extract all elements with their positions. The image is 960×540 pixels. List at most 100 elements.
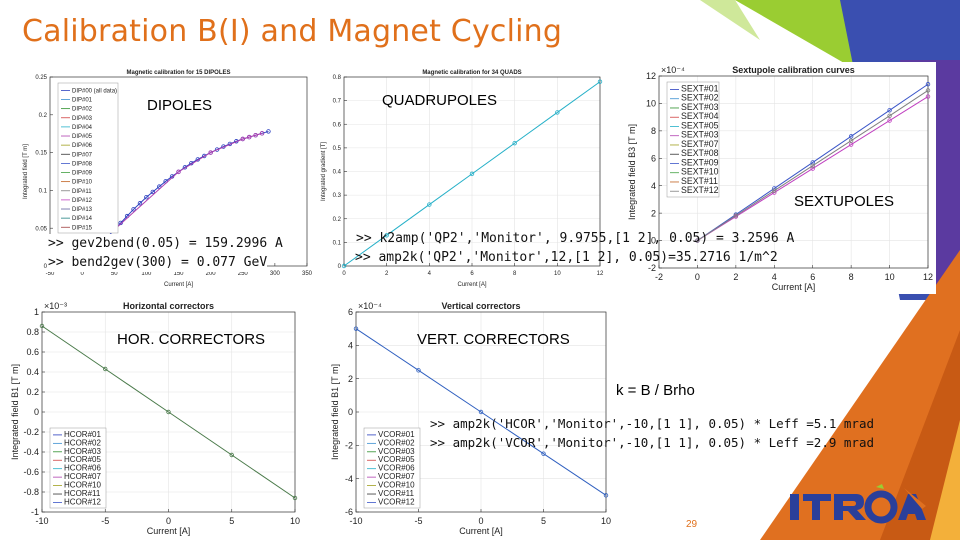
quadrupoles-xtick-label: 2 — [385, 271, 389, 277]
hor_correctors-legend-entry: HCOR#05 — [64, 455, 102, 464]
vert_correctors-xtick-label: 5 — [541, 516, 546, 526]
iftdma-logo — [790, 484, 926, 524]
dipole-code-line-1: >> gev2bend(0.05) = 159.2996 A — [48, 234, 283, 253]
dipoles-data-point — [131, 207, 136, 212]
hor_correctors-legend-entry: HCOR#11 — [64, 489, 101, 498]
dipoles-legend-box — [57, 82, 119, 234]
dipoles-ytick-label: 0 — [44, 264, 48, 270]
vert_correctors-legend-entry: VCOR#10 — [378, 481, 415, 490]
hor_correctors-xtick-label: -10 — [35, 516, 48, 526]
dipoles-data-point — [137, 201, 143, 206]
vert_correctors-data-point — [541, 451, 546, 456]
sextupoles-xtick-label: 0 — [695, 272, 700, 282]
dipoles-ytick-label: 0.05 — [35, 226, 47, 232]
quadrupoles-label: QUADRUPOLES — [382, 92, 498, 109]
sextupoles-series-line — [697, 89, 929, 241]
hor_correctors-ytick-label: 0.4 — [26, 367, 39, 377]
hor_correctors-legend-box — [49, 427, 107, 509]
sextupoles-xtick-label: 6 — [810, 272, 815, 282]
sextupoles-legend-entry: SEXT#02 — [681, 93, 719, 103]
hor_correctors-data-point — [229, 452, 234, 458]
hor_correctors-ytick-label: 0.6 — [26, 347, 39, 357]
sextupoles-ytick-label: 2 — [651, 208, 656, 218]
quadrupoles-xtick-label: 12 — [597, 271, 604, 277]
vert_correctors-ytick-label: -4 — [345, 474, 353, 484]
quadrupoles-data-point — [597, 79, 603, 84]
sextupoles-xtick-label: 2 — [733, 272, 738, 282]
page-number: 29 — [686, 519, 698, 530]
dipoles-series-line — [113, 132, 263, 231]
dipoles-data-point — [208, 150, 213, 155]
sextupoles-legend-entry: SEXT#07 — [681, 139, 719, 149]
hor_correctors-legend-entry: HCOR#01 — [64, 430, 102, 439]
quadrupoles-series-line — [343, 81, 601, 267]
hor_correctors-data-point — [292, 495, 298, 501]
sextupoles-legend-entry: SEXT#09 — [681, 157, 719, 167]
sextupoles-data-point — [772, 188, 777, 193]
dipoles-xtick-label: 350 — [302, 271, 313, 277]
quadrupoles-data-point — [512, 140, 517, 146]
dipoles-ytick-label: 0.25 — [35, 75, 47, 81]
vert-correctors-label: VERT. CORRECTORS — [417, 331, 570, 348]
sextupoles-legend-entry: SEXT#08 — [681, 148, 719, 158]
vert_correctors-legend-entry: VCOR#12 — [378, 497, 415, 506]
k-formula: k = B / Brho — [616, 382, 695, 399]
quadrupoles-data-point — [427, 202, 432, 207]
sextupoles-legend-entry: SEXT#03 — [681, 130, 719, 140]
vert_correctors-svg: -10 -5 0 5 10 -6 -4 -2 0 2 4 6 Vertical correctors Cu… — [330, 301, 611, 536]
hor_correctors-xtick-label: 5 — [229, 516, 234, 526]
sextupoles-data-point — [810, 166, 815, 171]
sextupoles-ytick-label: 0 — [651, 236, 656, 246]
quadrupoles-xtick-label: 8 — [513, 271, 517, 277]
sextupoles-svg: -2 0 2 4 6 8 10 12 -2 0 2 4 6 8 10 12 Sextupole calibrat… — [627, 65, 933, 292]
dipoles-xlabel: Current [A] — [164, 282, 193, 288]
quadrupoles-xtick-label: 6 — [470, 271, 474, 277]
vert_correctors-legend-entry: VCOR#03 — [378, 447, 415, 456]
hor_correctors-xtick-label: 0 — [166, 516, 171, 526]
quadrupoles-ylabel: Integrated gradient [T] — [321, 142, 327, 201]
vert_correctors-title: Vertical correctors — [441, 301, 520, 311]
vert_correctors-data-point — [353, 326, 359, 331]
sextupoles-ytick-label: 10 — [646, 99, 656, 109]
sextupoles-ylabel: Integrated field B3 [T m] — [627, 124, 637, 220]
sextupoles-legend-entry: SEXT#05 — [681, 120, 719, 130]
dipoles-legend-entry: DIP#11 — [72, 189, 92, 195]
hor_correctors-ylabel: Integrated field B1 [T m] — [10, 364, 20, 460]
vert_correctors-legend-entry: VCOR#07 — [378, 472, 415, 481]
sextupoles-ytick-label: -2 — [648, 263, 656, 273]
dipoles-legend-entry: DIP#02 — [72, 107, 93, 113]
hor_correctors-ytick-label: 0.8 — [26, 327, 39, 337]
quadrupoles-ytick-label: 0.5 — [333, 146, 342, 152]
hor_correctors-legend-entry: HCOR#03 — [64, 447, 102, 456]
hor_correctors-ytick-label: 0 — [34, 407, 39, 417]
sextupoles-xtick-label: 12 — [923, 272, 933, 282]
hor_correctors-legend-entry: HCOR#07 — [64, 472, 102, 481]
dipoles-data-point — [266, 129, 271, 134]
sextupoles-data-point — [887, 113, 892, 118]
vert-correctors-chart: -10 -5 0 5 10 -6 -4 -2 0 2 4 6 Vertical correctors Cu… — [328, 298, 628, 538]
sextupoles-data-point — [925, 88, 931, 93]
dipoles-xtick-label: -50 — [46, 271, 55, 277]
sextupoles-data-point — [887, 118, 892, 123]
corrector-code-line-1: >> amp2k('HCOR','Monitor',-10,[1 1], 0.0… — [430, 416, 875, 431]
sextupoles-data-point — [848, 134, 854, 139]
vert_correctors-ytick-label: 4 — [348, 340, 353, 350]
quadrupoles-xlabel: Current [A] — [457, 282, 486, 288]
hor-correctors-chart: -10 -5 0 5 10 -1 -0.8 -0.6 -0.4 -0.2 0 0.2 0.4 0.6 0.8… — [8, 298, 313, 538]
vert_correctors-xtick-label: -10 — [349, 516, 362, 526]
sextupoles-legend-entry: SEXT#01 — [681, 83, 719, 93]
quadrupoles-ytick-label: 0 — [338, 264, 342, 270]
vert_correctors-xtick-label: 0 — [478, 516, 483, 526]
sextupoles-series-line — [697, 96, 929, 241]
dipoles-data-point — [144, 195, 149, 200]
vert_correctors-legend-entry: VCOR#01 — [378, 430, 415, 439]
sextupoles-data-point — [925, 82, 931, 87]
dipoles-title: Magnetic calibration for 15 DIPOLES — [126, 70, 230, 76]
vert_correctors-ytick-label: 6 — [348, 307, 353, 317]
dipoles-legend-entry: DIP#00 (all data) — [72, 88, 117, 94]
quadrupoles-title: Magnetic calibration for 34 QUADS — [422, 70, 521, 76]
sextupoles-data-point — [810, 163, 815, 168]
dipoles-data-point — [150, 189, 155, 195]
vert_correctors-data-point — [478, 409, 484, 415]
hor_correctors-title: Horizontal correctors — [123, 301, 214, 311]
